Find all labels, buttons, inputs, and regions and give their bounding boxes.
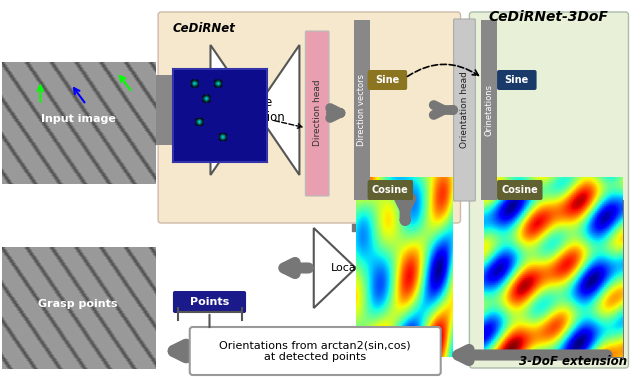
Bar <box>2 293 155 315</box>
FancyBboxPatch shape <box>497 180 543 200</box>
FancyBboxPatch shape <box>173 291 246 313</box>
Bar <box>354 20 369 200</box>
FancyBboxPatch shape <box>158 12 461 223</box>
Text: Orientation head: Orientation head <box>460 72 469 149</box>
Text: CeDiRNet: CeDiRNet <box>173 22 236 35</box>
Polygon shape <box>314 228 356 308</box>
Text: Sine: Sine <box>505 75 529 85</box>
Bar <box>610 200 623 358</box>
Polygon shape <box>356 228 397 308</box>
Text: Sine: Sine <box>375 75 399 85</box>
FancyBboxPatch shape <box>497 70 536 90</box>
FancyBboxPatch shape <box>469 12 628 368</box>
Text: Input image: Input image <box>40 114 115 124</box>
Text: Direction head: Direction head <box>313 80 322 146</box>
Bar <box>155 75 173 145</box>
FancyBboxPatch shape <box>305 31 329 196</box>
Polygon shape <box>255 45 300 175</box>
Text: Points: Points <box>190 297 229 307</box>
FancyBboxPatch shape <box>367 180 413 200</box>
FancyBboxPatch shape <box>454 19 476 201</box>
Text: Orientations from arctan2(sin,cos)
at detected points: Orientations from arctan2(sin,cos) at de… <box>220 340 411 362</box>
Text: Dense
regression: Dense regression <box>224 96 286 124</box>
Text: Grasp points: Grasp points <box>38 299 118 309</box>
Text: Localization: Localization <box>331 263 397 273</box>
Polygon shape <box>211 45 255 175</box>
Text: 3-DoF extension: 3-DoF extension <box>519 355 627 368</box>
Text: Direction vectors: Direction vectors <box>357 74 366 146</box>
Bar <box>481 20 497 200</box>
Bar <box>2 108 155 130</box>
Text: Cosine: Cosine <box>501 185 538 195</box>
Text: Cosine: Cosine <box>372 185 409 195</box>
FancyBboxPatch shape <box>189 327 441 375</box>
FancyBboxPatch shape <box>367 70 407 90</box>
Text: CeDiRNet-3DoF: CeDiRNet-3DoF <box>488 10 609 24</box>
Text: Orinetations: Orinetations <box>484 84 493 136</box>
